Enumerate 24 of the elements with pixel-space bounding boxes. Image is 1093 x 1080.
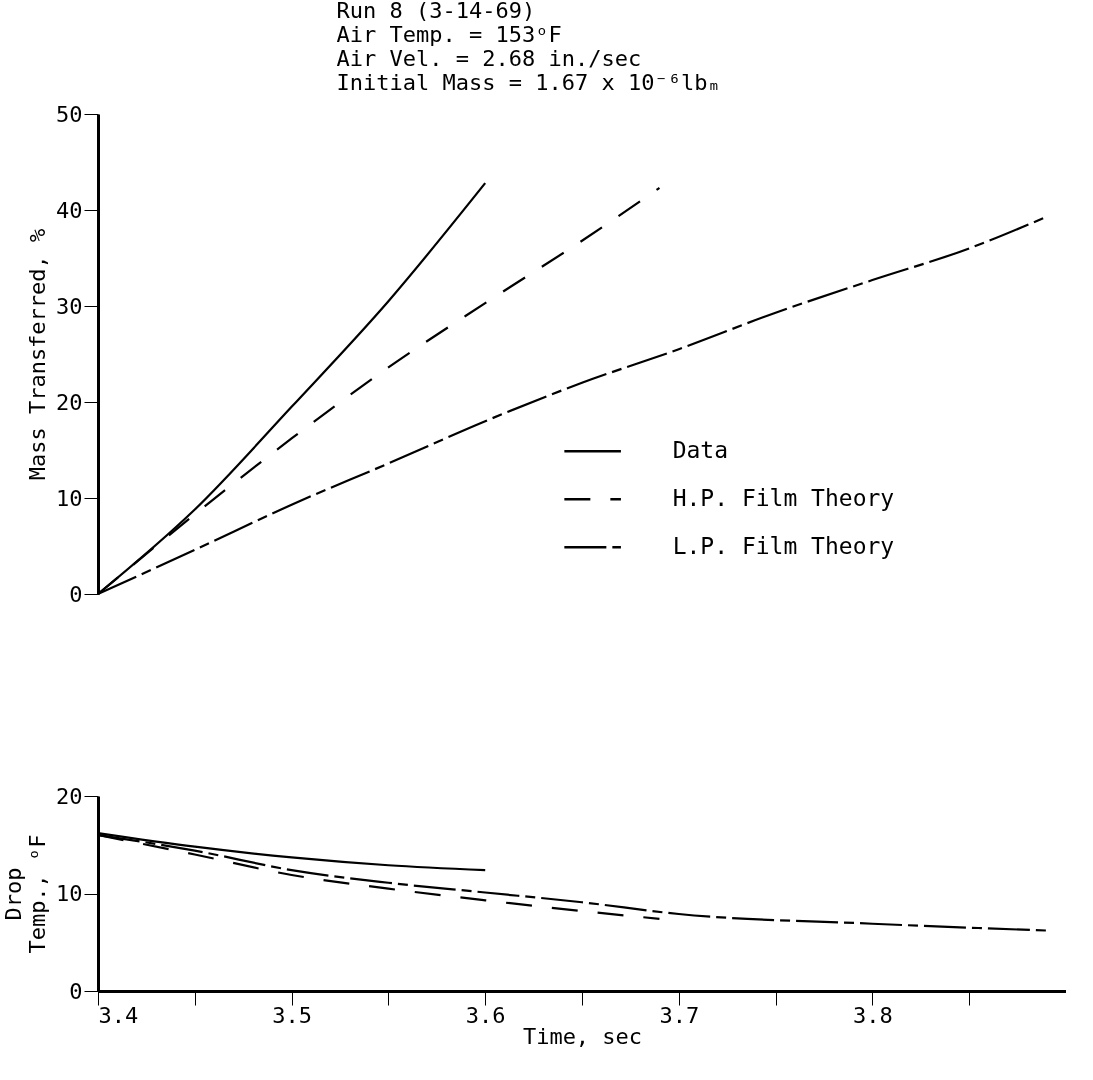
- y-tick-label: 20: [56, 389, 83, 415]
- x-tick-label: 3.4: [98, 1002, 139, 1028]
- text: Initial Mass = 1.67 x 10⁻⁶lbₘ: [336, 70, 721, 95]
- text: Air Vel. = 2.68 in./sec: [336, 46, 642, 71]
- legend-label: H.P. Film Theory: [672, 485, 895, 512]
- y-tick-label: 10: [56, 881, 83, 906]
- x-tick-label: 3.6: [465, 1002, 506, 1028]
- x-axis-title: Time, sec: [522, 1023, 643, 1049]
- y-tick-label: 30: [56, 293, 83, 319]
- text: Run 8 (3-14-69): [336, 0, 536, 23]
- x-tick-label: 3.5: [272, 1002, 312, 1028]
- y-tick-label: 0: [69, 581, 83, 607]
- y-tick-label: 20: [56, 783, 83, 809]
- y-axis-title: Drop Temp., ᵒF: [1, 834, 51, 954]
- y-tick-label: 0: [69, 978, 83, 1004]
- x-tick-label: 3.8: [853, 1002, 893, 1028]
- x-tick-label: 3.7: [659, 1002, 700, 1028]
- legend-label: L.P. Film Theory: [672, 533, 895, 560]
- text: Air Temp. = 153ᵒF: [336, 22, 562, 47]
- legend-label: Data: [672, 437, 729, 464]
- y-tick-label: 50: [56, 101, 83, 127]
- y-tick-label: 10: [56, 485, 83, 511]
- y-tick-label: 40: [56, 197, 83, 223]
- y-axis-title: Mass Transferred, %: [25, 228, 51, 481]
